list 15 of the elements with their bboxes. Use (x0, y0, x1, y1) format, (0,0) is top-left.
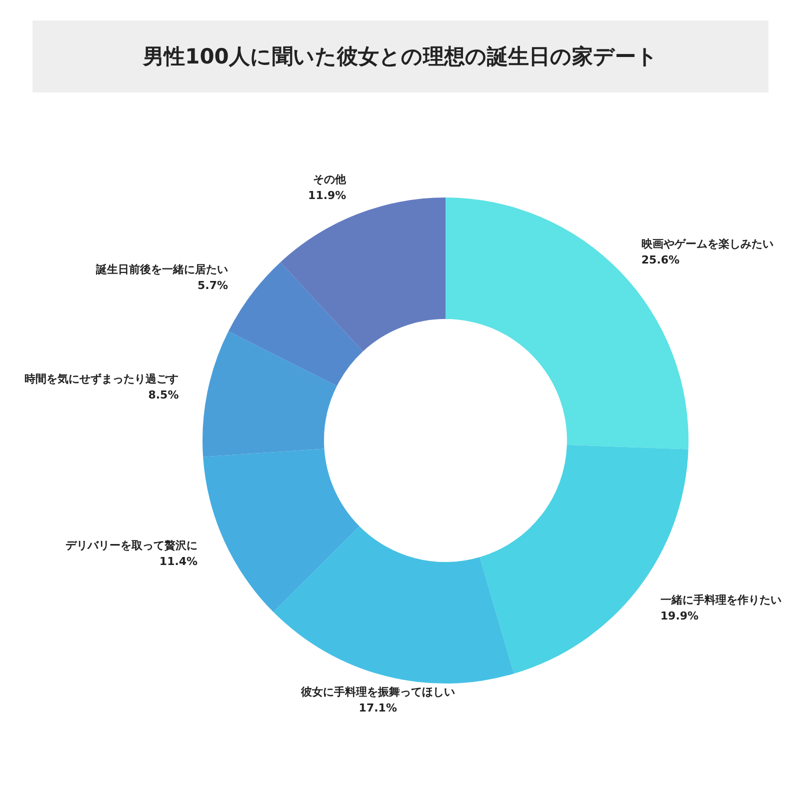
slice-label: デリバリーを取って贅沢に (66, 538, 198, 552)
slice-label: 時間を気にせずまったり過ごす (24, 372, 179, 386)
data-label: 5.7% (198, 278, 228, 292)
data-label: 8.5% (148, 388, 179, 402)
slice-label: 誕生日前後を一緒に居たい (95, 262, 228, 276)
data-label: 19.9% (660, 610, 699, 623)
slice-label: 映画やゲームを楽しみたい (641, 238, 774, 251)
data-label: 17.1% (358, 701, 397, 714)
slice-label: 一緒に手料理を作りたい (660, 594, 782, 607)
data-label: 25.6% (641, 254, 680, 267)
data-label: 11.9% (308, 189, 346, 202)
slice-label: その他 (313, 173, 348, 186)
data-label: 11.4% (159, 554, 198, 568)
chart-title: 男性100人に聞いた彼女との理想の誕生日の家デート (142, 44, 658, 68)
slice-label: 彼女に手料理を振舞ってほしい (300, 685, 455, 698)
